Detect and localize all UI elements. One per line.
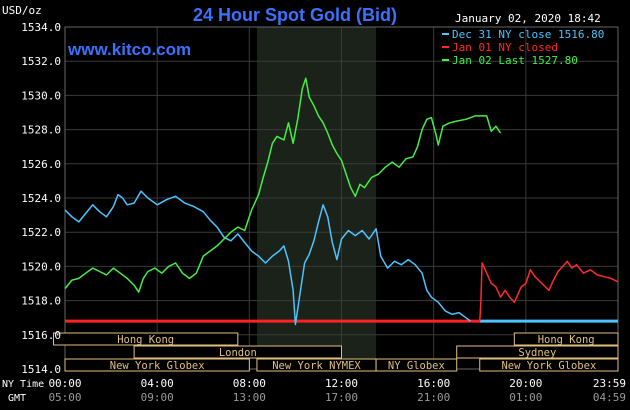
price-series-lines	[64, 77, 619, 326]
session-bar: New York Globex	[64, 358, 250, 372]
x-tick-ny-label: 08:00	[233, 377, 266, 390]
x-tick-ny-label: 16:00	[417, 377, 450, 390]
x-tick-ny-label: 20:00	[509, 377, 542, 390]
session-bar: London	[133, 345, 342, 359]
legend-item: Dec 31 NY close 1516.80	[452, 28, 604, 41]
x-tick-ny-label: 00:00	[48, 377, 81, 390]
y-tick-label: 1516.0	[21, 329, 61, 342]
x-tick-gmt-label: 04:59	[593, 391, 626, 404]
chart-title: 24 Hour Spot Gold (Bid)	[193, 5, 397, 25]
y-tick-label: 1530.0	[21, 89, 61, 102]
session-label: London	[219, 347, 257, 359]
session-bar: Hong Kong	[513, 332, 619, 346]
series-line-0	[64, 190, 471, 326]
x-tick-ny-label: 12:00	[325, 377, 358, 390]
session-bar: Sydney	[456, 345, 619, 359]
y-tick-label: 1526.0	[21, 158, 61, 171]
session-label: NY Globex	[388, 360, 445, 372]
session-bar-box	[513, 332, 619, 346]
session-bar-box	[479, 358, 619, 372]
session-label: Sydney	[518, 347, 556, 359]
gmt-axis-label: GMT	[8, 393, 26, 404]
session-bar: New York NYMEX	[256, 358, 377, 372]
y-tick-label: 1520.0	[21, 260, 61, 273]
grid-lines	[64, 26, 619, 370]
x-tick-gmt-label: 09:00	[141, 391, 174, 404]
legend-item: Jan 01 NY closed	[452, 41, 558, 54]
x-axis-tick-labels: 00:00 04:00 08:00 12:00 16:00 20:00 23:59 05:00…	[48, 377, 626, 404]
x-tick-ny-label: 23:59	[593, 377, 626, 390]
y-tick-label: 1532.0	[21, 55, 61, 68]
x-tick-gmt-label: 13:00	[233, 391, 266, 404]
ny-time-axis-label: NY Time	[2, 379, 44, 390]
currency-unit-label: USD/oz	[2, 4, 42, 17]
y-tick-label: 1514.0	[21, 363, 61, 376]
y-tick-label: 1534.0	[21, 21, 61, 34]
session-label: Hong Kong	[538, 334, 595, 346]
series-line-2	[64, 77, 502, 293]
website-label: www.kitco.com	[67, 40, 191, 59]
x-tick-gmt-label: 05:00	[48, 391, 81, 404]
session-bar-box	[64, 358, 250, 372]
y-axis-tick-labels: 1514.0 1516.0 1518.0 1520.0 1522.0 1524.0 1526…	[21, 21, 61, 376]
trading-session-bars: Hong Kong London New York Globex New York N…	[52, 332, 619, 372]
session-bar: New York Globex	[479, 358, 619, 372]
session-label: Hong Kong	[117, 334, 174, 346]
date-stamp: January 02, 2020 18:42	[455, 12, 601, 25]
session-label: New York Globex	[110, 360, 205, 372]
y-tick-label: 1518.0	[21, 295, 61, 308]
session-label: New York Globex	[501, 360, 596, 372]
session-bar-box	[375, 358, 458, 372]
y-tick-label: 1524.0	[21, 192, 61, 205]
session-bar-box	[456, 345, 619, 359]
session-bar: NY Globex	[375, 358, 458, 372]
y-tick-label: 1522.0	[21, 226, 61, 239]
x-tick-gmt-label: 17:00	[325, 391, 358, 404]
session-bar-box	[133, 345, 342, 359]
x-tick-gmt-label: 21:00	[417, 391, 450, 404]
series-line-1	[479, 260, 619, 322]
session-bar: Hong Kong	[52, 332, 239, 346]
session-bar-box	[52, 332, 239, 346]
y-tick-label: 1528.0	[21, 124, 61, 137]
x-tick-ny-label: 04:00	[141, 377, 174, 390]
legend-item: Jan 02 Last 1527.80	[452, 54, 578, 67]
x-tick-gmt-label: 01:00	[509, 391, 542, 404]
session-label: New York NYMEX	[272, 360, 361, 372]
